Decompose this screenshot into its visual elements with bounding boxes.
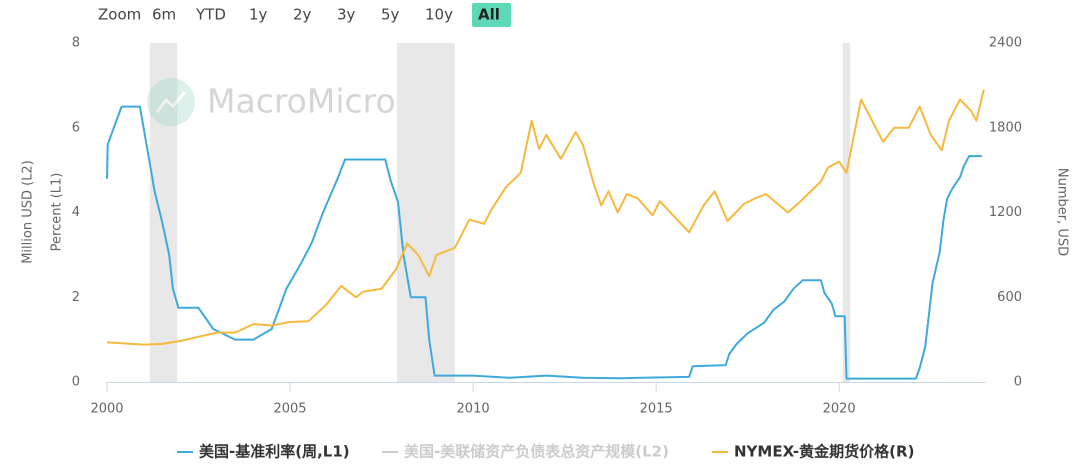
watermark-text: MacroMicro [207,82,396,121]
x-tick-label: 2005 [273,402,306,417]
legend-label: NYMEX-黄金期货价格(R) [734,443,914,461]
y-tick-label: 6 [72,120,80,135]
y2-tick-label: 2400 [989,36,1022,51]
legend-label: 美国-基准利率(周,L1) [199,443,350,461]
x-tick-label: 2015 [640,402,673,417]
zoom-button[interactable]: 3y [337,6,356,24]
zoom-button[interactable]: All [472,3,511,27]
zoom-button[interactable]: 6m [152,6,176,24]
recession-band [149,43,178,382]
legend-label: 美国-美联储资产负债表总资产规模(L2) [404,443,669,461]
zoom-button-label: 5y [381,6,400,24]
watermark: MacroMicro [147,78,396,126]
zoom-button-label: 6m [152,6,176,24]
x-tick-label: 2000 [90,402,123,417]
zoom-label: Zoom [98,6,141,24]
zoom-button-label: 2y [293,6,312,24]
zoom-button[interactable]: YTD [195,6,226,24]
zoom-button[interactable]: 2y [293,6,312,24]
x-tick-label: 2010 [457,402,490,417]
zoom-button-label: 3y [337,6,356,24]
y-axis-title: Percent (L1) [50,173,65,252]
legend-item[interactable]: NYMEX-黄金期货价格(R) [712,443,914,461]
series-line [106,89,985,346]
zoom-button[interactable]: 10y [425,6,453,24]
recession-band [396,43,455,382]
y-tick-label: 2 [72,290,80,305]
y2-tick-label: 1800 [989,120,1022,135]
zoom-button-label: YTD [195,6,226,24]
x-tick-label: 2020 [823,402,856,417]
y2-axis-title: Number, USD [1055,168,1070,256]
y2-tick-label: 1200 [989,205,1022,220]
y-tick-label: 4 [72,205,80,220]
y2-tick-label: 0 [1014,375,1022,390]
series-line [106,105,982,380]
y3-axis-title: Million USD (L2) [21,160,36,264]
watermark-logo [147,78,195,126]
y2-tick-label: 600 [997,290,1022,305]
watermark-logo-line [155,91,187,113]
y-tick-label: 8 [72,36,80,51]
zoom-button-label: 10y [425,6,453,24]
y-tick-label: 0 [72,375,80,390]
zoom-button[interactable]: 1y [249,6,268,24]
legend-item[interactable]: 美国-美联储资产负债表总资产规模(L2) [382,443,669,461]
legend-item[interactable]: 美国-基准利率(周,L1) [177,443,350,461]
zoom-button-label: 1y [249,6,268,24]
zoom-button[interactable]: 5y [381,6,400,24]
zoom-button-bg [472,3,511,27]
zoom-button-label: All [478,6,500,24]
recession-band [842,43,851,382]
